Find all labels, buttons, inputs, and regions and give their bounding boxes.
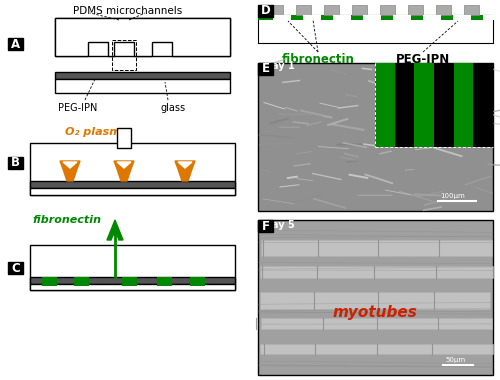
Text: 100μm: 100μm [440,193,465,199]
Bar [453,15,471,20]
Bar [380,5,395,15]
Bar [30,277,235,284]
Bar [258,220,273,232]
Bar [258,63,493,211]
Bar [74,277,89,286]
Bar [8,157,23,169]
Bar [393,15,411,20]
Text: C: C [11,261,20,274]
Bar [375,63,394,147]
Text: O₂ plasma: O₂ plasma [65,127,128,137]
Text: 50μm: 50μm [445,357,465,363]
Bar [474,63,493,147]
Bar [30,245,235,290]
Bar [258,220,493,375]
Text: PEG-IPN: PEG-IPN [58,103,98,113]
Text: PEG-IPN: PEG-IPN [396,53,450,66]
Bar [436,5,451,15]
Bar [268,5,283,15]
Bar [258,63,273,75]
Bar [375,63,493,147]
Polygon shape [178,162,192,168]
Bar [122,277,137,286]
Text: PDMS microchannels: PDMS microchannels [74,6,182,16]
Bar [157,277,172,286]
Polygon shape [55,18,230,56]
Bar [434,63,454,147]
Text: B: B [11,157,20,169]
Bar [261,240,492,256]
Bar [55,72,230,79]
Polygon shape [63,162,77,168]
Bar [112,40,136,70]
Bar [324,5,339,15]
Bar [190,277,205,286]
Text: A: A [11,38,20,51]
Bar [464,5,479,15]
Bar [8,262,23,274]
Bar [333,15,351,20]
Bar [55,79,230,93]
Bar [260,292,490,309]
Bar [42,277,57,286]
Bar [55,18,230,56]
Bar [260,344,493,354]
Bar [117,128,131,148]
Text: F: F [262,220,270,233]
Bar [423,15,441,20]
Polygon shape [107,220,123,240]
Bar [30,188,235,195]
Text: fibronectin: fibronectin [32,215,101,225]
Bar [408,5,423,15]
Text: glass: glass [160,103,186,113]
Bar [30,143,235,195]
Text: D: D [260,5,270,17]
Text: fibronectin: fibronectin [282,53,354,66]
Text: Day 1: Day 1 [264,61,295,71]
Text: Day 5: Day 5 [264,220,295,230]
Bar [30,284,235,290]
Bar [258,15,493,43]
Bar [258,15,493,20]
Polygon shape [60,161,80,181]
Bar [483,15,500,20]
Bar [303,15,321,20]
Text: E: E [262,62,270,76]
Bar [296,5,311,15]
Bar [8,38,23,50]
Bar [394,63,414,147]
Text: myotubes: myotubes [332,304,418,320]
Bar [261,318,492,329]
Bar [273,15,291,20]
Polygon shape [117,162,131,168]
Bar [258,5,273,17]
Polygon shape [175,161,195,181]
Bar [352,5,367,15]
Bar [30,181,235,188]
Polygon shape [114,161,134,181]
Bar [363,15,381,20]
Bar [414,63,434,147]
Bar [454,63,473,147]
Bar [260,266,493,278]
